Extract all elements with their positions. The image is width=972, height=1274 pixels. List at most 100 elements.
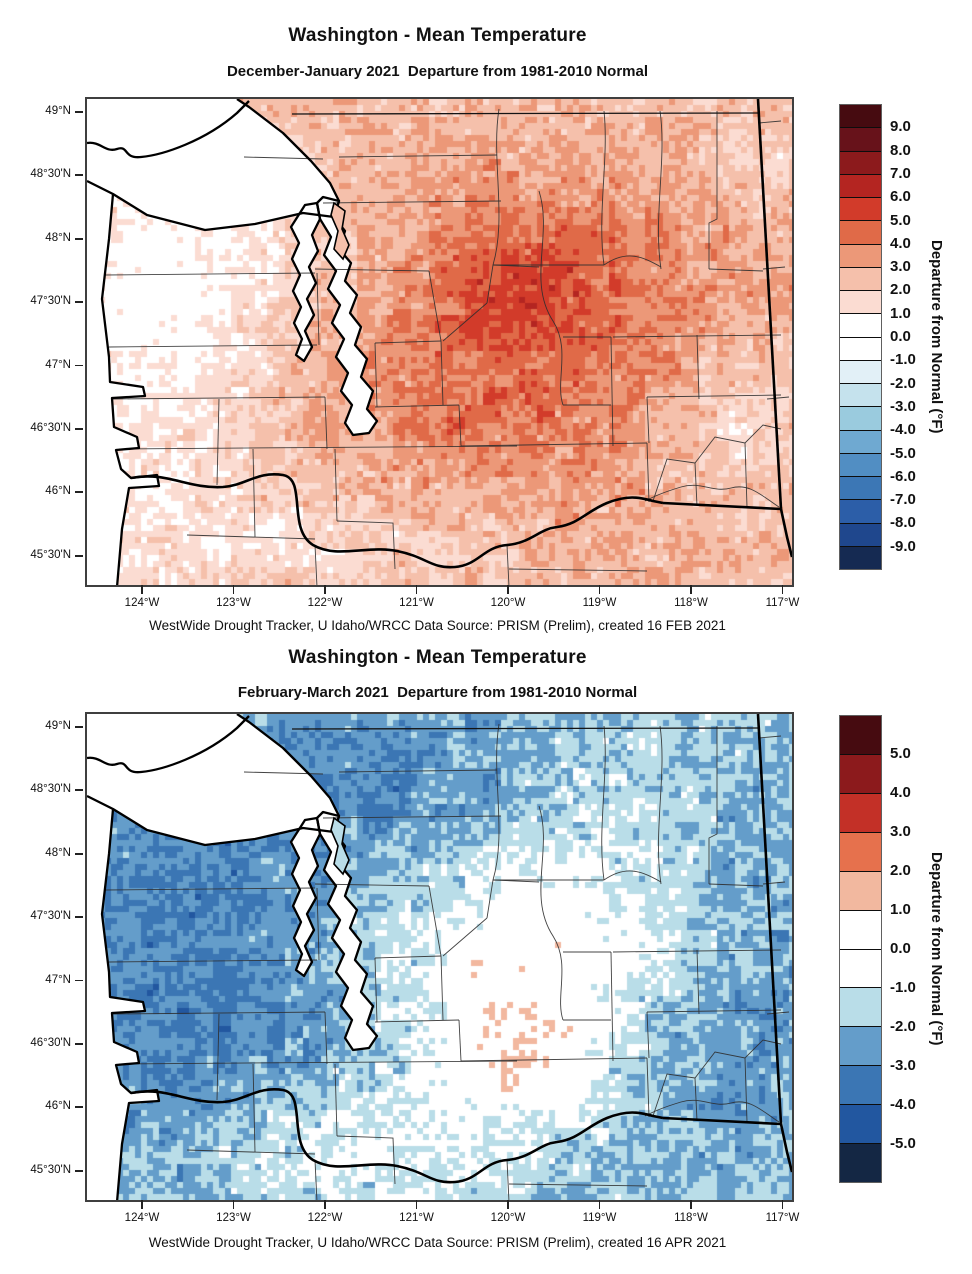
colorbar-tick-label: -7.0 [890, 491, 916, 509]
lat-tick-mark [75, 174, 83, 177]
coastline [100, 193, 161, 585]
lon-tick-mark [324, 1200, 326, 1209]
map-caption-dec-jan: WestWide Drought Tracker, U Idaho/WRCC D… [149, 618, 726, 633]
county-boundary [652, 1039, 782, 1117]
lon-tick-mark [781, 1200, 784, 1209]
colorbar-segment [840, 1065, 881, 1105]
lon-tick-mark [781, 585, 784, 594]
colorbar-tick-label: 5.0 [890, 745, 911, 762]
colorbar-tick-label: -5.0 [890, 444, 916, 462]
lat-tick-mark [75, 1169, 83, 1172]
county-boundary [708, 111, 718, 269]
county-boundary [646, 394, 782, 398]
lon-tick-label: 123°W [216, 1212, 251, 1224]
county-boundary [696, 949, 700, 1015]
county-boundary [374, 342, 378, 408]
colorbar-segment [840, 545, 881, 569]
county-boundary [324, 1011, 328, 1065]
county-boundary [243, 771, 324, 775]
county-boundary [442, 917, 488, 957]
colorbar-tick-label: 9.0 [890, 118, 911, 136]
county-boundary [314, 268, 430, 272]
county-boundary [440, 340, 444, 406]
county-boundary [374, 1019, 460, 1023]
county-boundary [336, 1135, 396, 1185]
colorbar-segment [840, 831, 881, 871]
county-boundary [506, 544, 510, 585]
map-title-feb-mar: Washington - Mean Temperature [288, 647, 587, 668]
colorbar-tick-label: -4.0 [890, 1096, 916, 1113]
county-boundary [374, 955, 442, 959]
lon-tick-label: 119°W [582, 597, 617, 609]
colorbar-tick-label: 8.0 [890, 141, 911, 159]
lat-tick-mark [75, 979, 83, 982]
county-boundary [508, 1183, 648, 1187]
county-boundary [766, 1011, 790, 1015]
lat-tick-label: 48°N [45, 846, 71, 859]
colorbar-segment [840, 383, 881, 407]
lat-tick-label: 47°30'N [30, 910, 71, 923]
county-boundary [334, 1063, 338, 1137]
lon-tick-label: 121°W [399, 1212, 434, 1224]
state-border [662, 501, 782, 511]
colorbar-tick-label: 6.0 [890, 188, 911, 206]
colorbar-segment [840, 1143, 881, 1183]
county-boundary [216, 1013, 220, 1101]
lat-tick-label: 48°30'N [30, 783, 71, 796]
state-border [756, 714, 783, 1125]
county-boundary [610, 336, 614, 447]
lon-tick-mark [598, 1200, 601, 1209]
map-boundaries [87, 714, 792, 1200]
county-boundary [538, 805, 564, 1021]
map-boundaries [87, 99, 792, 585]
county-boundary [336, 520, 396, 570]
county-boundary [694, 462, 698, 507]
colorbar-tick-label: -3.0 [890, 1057, 916, 1074]
lat-tick-label: 45°30'N [30, 1163, 71, 1176]
county-boundary [374, 404, 460, 408]
colorbar-tick-label: -8.0 [890, 514, 916, 532]
lat-tick-mark [75, 554, 83, 557]
county-boundary [603, 255, 662, 268]
county-boundary [708, 268, 764, 272]
county-boundary [324, 396, 328, 450]
lon-tick-label: 124°W [124, 1212, 160, 1224]
colorbar-segment [840, 753, 881, 793]
lat-tick-mark [75, 237, 83, 240]
colorbar-segment [840, 173, 881, 197]
county-boundary [428, 885, 442, 957]
county-boundary [758, 735, 782, 739]
county-boundary [696, 334, 700, 400]
county-boundary [112, 1011, 326, 1015]
county-boundary [486, 108, 500, 304]
county-boundary [104, 272, 316, 276]
colorbar-tick-label: 0.0 [890, 940, 911, 957]
lon-tick-label: 117°W [765, 1212, 800, 1224]
lat-tick-label: 46°30'N [30, 1037, 71, 1049]
county-boundary [216, 398, 220, 486]
lon-tick-mark [415, 1200, 418, 1209]
colorbar-tick-label: 4.0 [890, 784, 911, 801]
county-boundary [538, 190, 564, 406]
county-boundary [186, 534, 316, 540]
colorbar-segment [840, 948, 881, 988]
county-boundary [508, 568, 648, 572]
map-subtitle-feb-mar: February-March 2021 Departure from 1981-… [237, 684, 638, 701]
county-boundary [652, 424, 782, 502]
lat-tick-label: 46°N [45, 485, 71, 498]
coastline [315, 810, 379, 1052]
county-boundary [708, 726, 718, 884]
county-boundary [458, 1019, 462, 1062]
lon-tick-mark [232, 1200, 235, 1209]
county-boundary [646, 442, 650, 503]
state-border [130, 1087, 664, 1184]
lat-tick-mark [75, 1106, 83, 1109]
colorbar-tick-label: -3.0 [890, 397, 916, 415]
county-boundary [314, 883, 430, 887]
canada-border-line [291, 112, 759, 115]
colorbar-tick-label: 3.0 [890, 823, 911, 840]
map-subtitle-dec-jan: December-January 2021 Departure from 198… [226, 63, 649, 80]
colorbar-tick-label: -5.0 [890, 1135, 916, 1152]
colorbar-segment [840, 870, 881, 910]
colorbar-segment [840, 522, 881, 546]
